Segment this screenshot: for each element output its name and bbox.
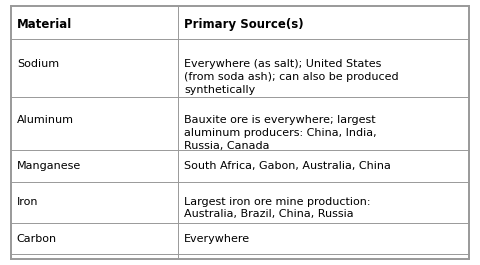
Text: Carbon: Carbon <box>17 234 57 244</box>
Text: Primary Source(s): Primary Source(s) <box>184 17 304 30</box>
Text: Sodium: Sodium <box>17 59 59 69</box>
Text: Aluminum: Aluminum <box>17 116 74 125</box>
Text: Largest iron ore mine production:
Australia, Brazil, China, Russia: Largest iron ore mine production: Austra… <box>184 197 371 219</box>
Text: Everywhere (as salt); United States
(from soda ash); can also be produced
synthe: Everywhere (as salt); United States (fro… <box>184 59 399 95</box>
Text: Everywhere: Everywhere <box>184 234 251 244</box>
Text: Bauxite ore is everywhere; largest
aluminum producers: China, India,
Russia, Can: Bauxite ore is everywhere; largest alumi… <box>184 116 377 151</box>
Text: South Africa, Gabon, Australia, China: South Africa, Gabon, Australia, China <box>184 161 391 171</box>
Text: Manganese: Manganese <box>17 161 81 171</box>
Text: Material: Material <box>17 17 72 30</box>
Text: Iron: Iron <box>17 197 38 206</box>
